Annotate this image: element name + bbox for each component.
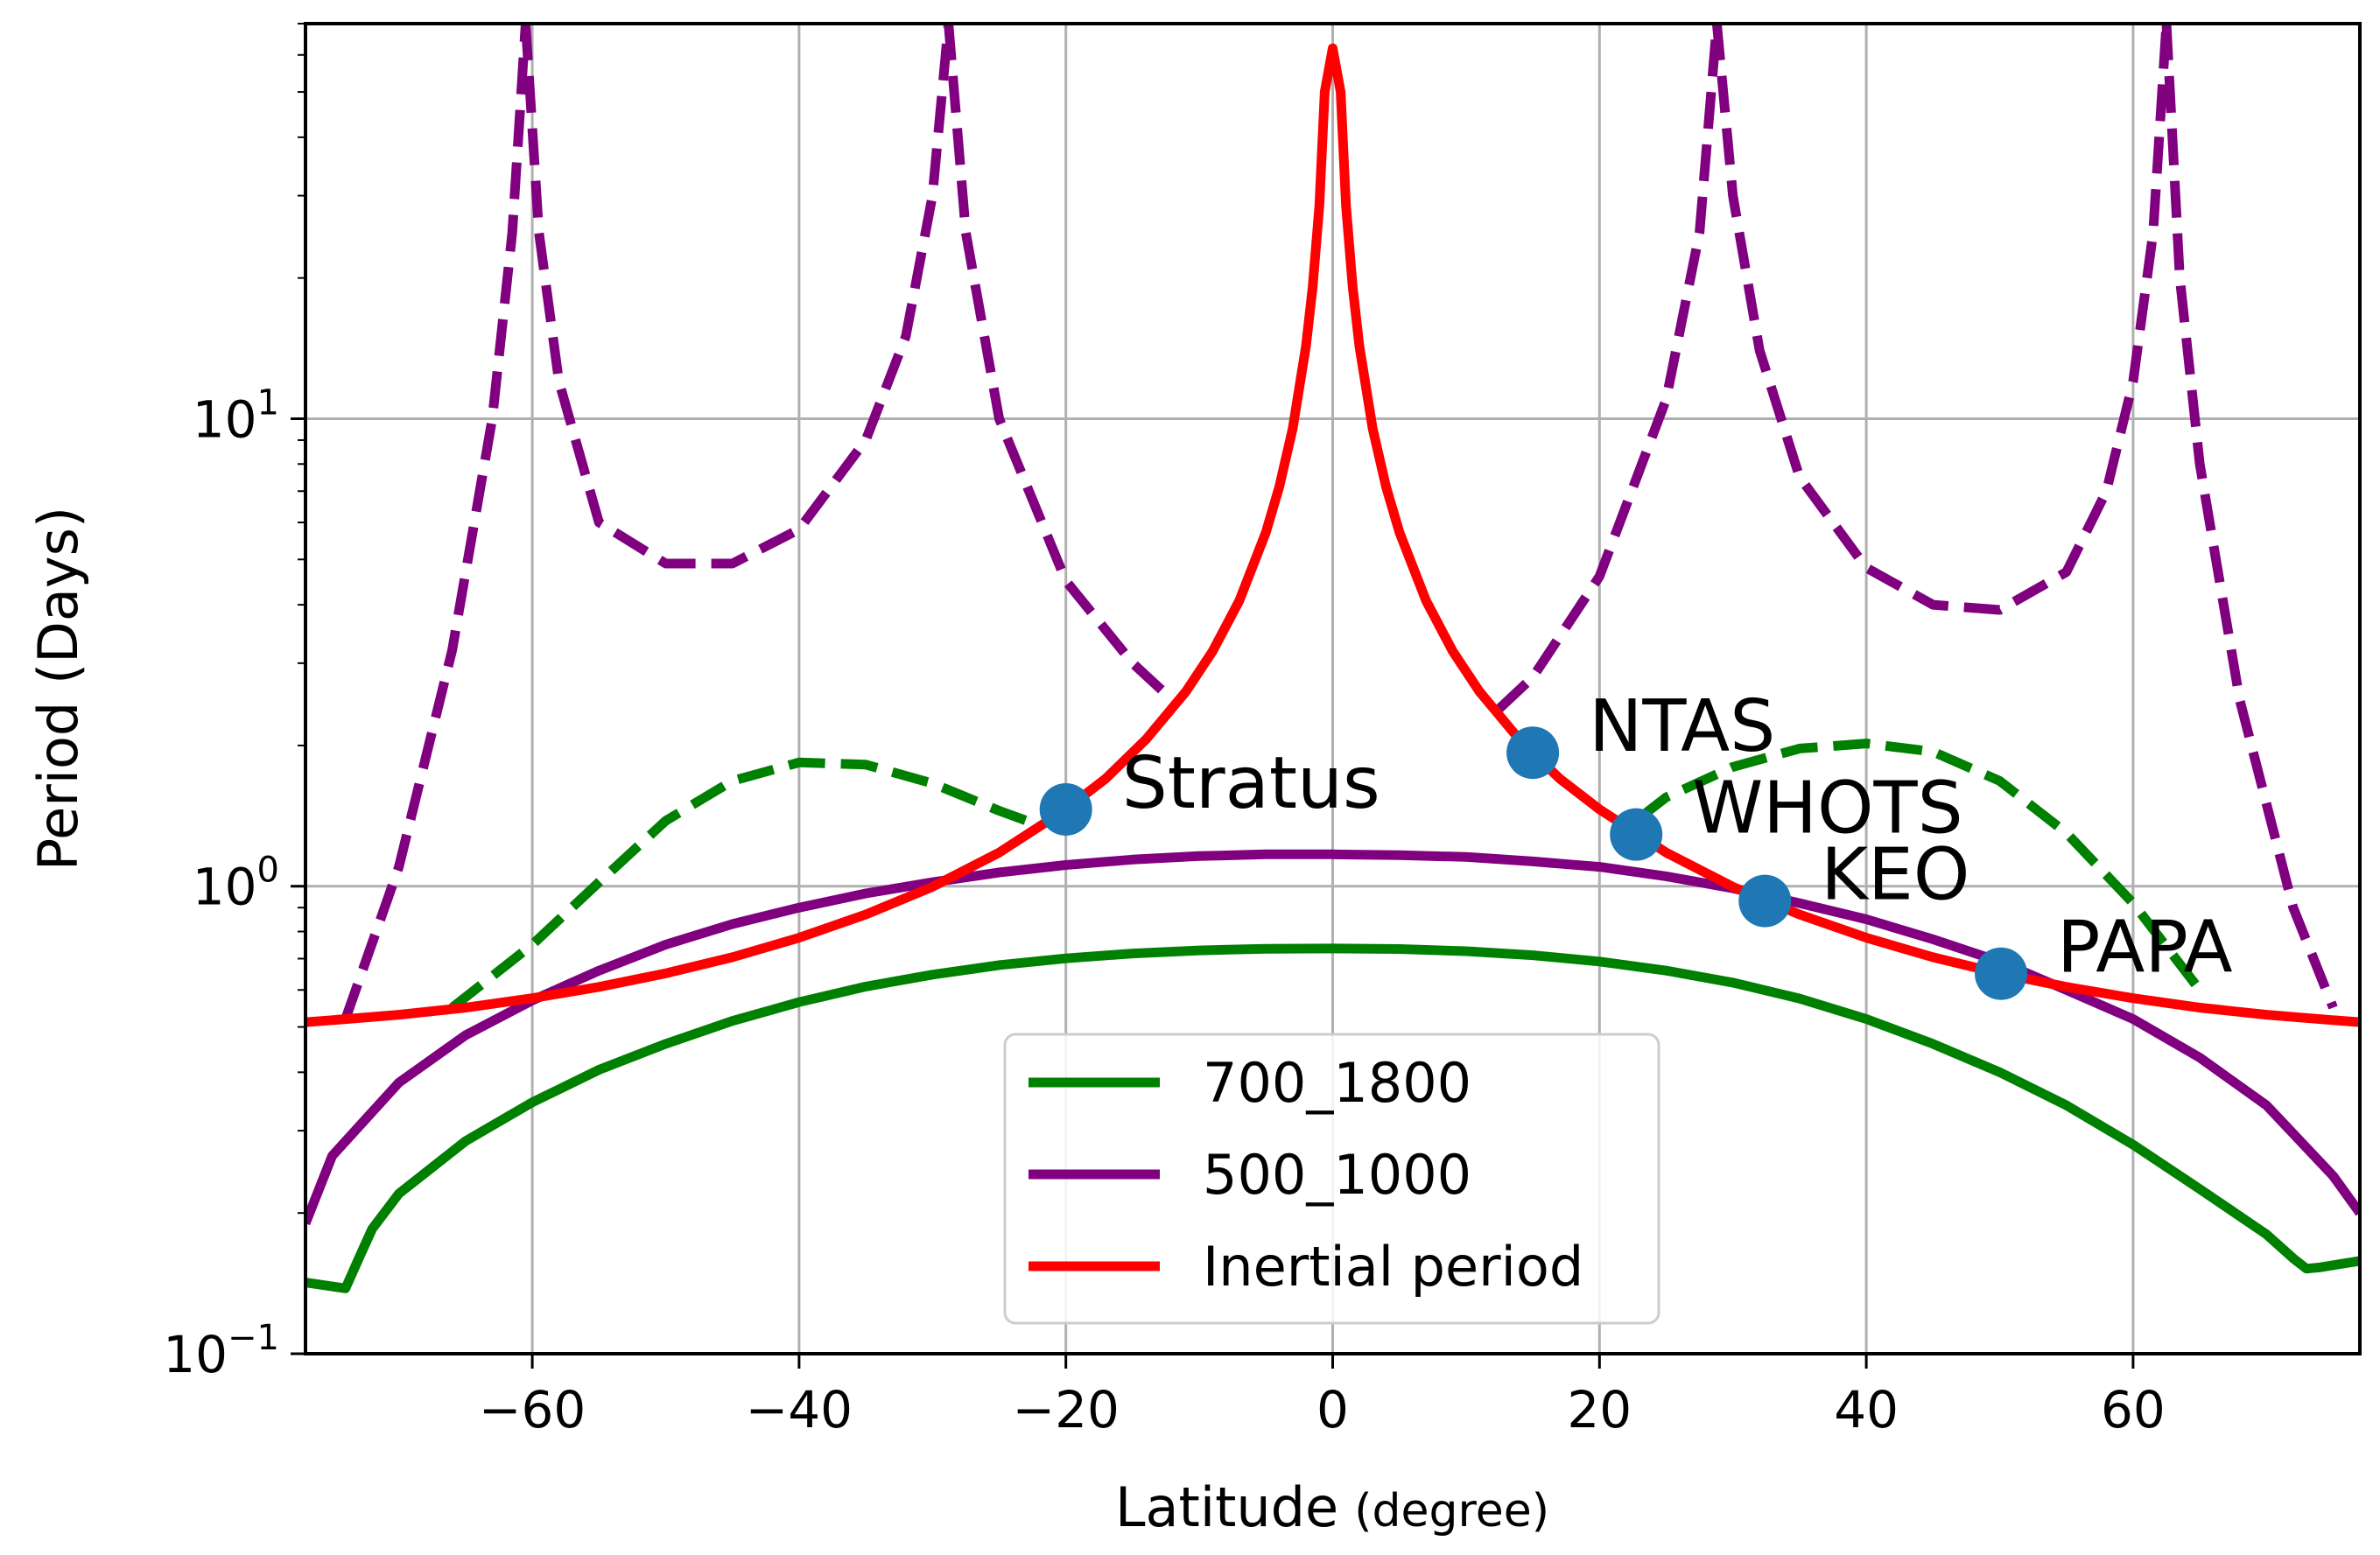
y-tick-label-base: 10 <box>163 1325 228 1384</box>
series-line-700-1800 <box>305 943 2360 1293</box>
series-line-700-1800-dashed <box>1636 739 2204 993</box>
y-tick-label: 100 <box>193 851 279 917</box>
series-line-inertial-period <box>305 43 2360 1027</box>
y-tick-label-exponent: −1 <box>228 1318 279 1358</box>
station-label-papa: PAPA <box>2057 907 2233 990</box>
legend-box <box>1003 1033 1660 1325</box>
y-tick-label-base: 10 <box>193 389 257 449</box>
x-tick-label: −60 <box>479 1380 586 1439</box>
station-label-whots: WHOTS <box>1692 767 1962 851</box>
series-line-700-1800-dashed <box>449 757 1042 1012</box>
y-axis-title: Period (Days) <box>26 507 90 871</box>
station-marker-ntas <box>1506 726 1560 780</box>
station-marker-stratus <box>1039 782 1092 836</box>
y-tick-label: 101 <box>193 382 279 449</box>
x-tick-label: 20 <box>1567 1380 1632 1439</box>
legend-label-700-1800: 700_1800 <box>1203 1051 1471 1115</box>
station-marker-whots <box>1610 808 1663 861</box>
series-group <box>305 24 2360 1293</box>
station-label-ntas: NTAS <box>1589 685 1775 768</box>
series-line-500-1000-dashed <box>341 24 530 1021</box>
station-marker-papa <box>1975 947 2028 1000</box>
x-tick-label: −40 <box>746 1380 853 1439</box>
series-line-500-1000-dashed <box>944 24 1176 704</box>
station-marker-keo <box>1738 874 1792 928</box>
y-tick-label-base: 10 <box>193 858 257 917</box>
y-tick-label: 10−1 <box>163 1318 279 1384</box>
series-line-500-1000-dashed <box>2161 24 2338 1010</box>
station-label-stratus: Stratus <box>1122 742 1380 825</box>
x-tick-label: −20 <box>1012 1380 1119 1439</box>
x-axis-title-unit: (degree) <box>1354 1485 1549 1537</box>
legend-label-inertial-period: Inertial period <box>1203 1235 1583 1299</box>
station-label-keo: KEO <box>1821 834 1969 917</box>
series-line-500-1000-dashed <box>521 24 954 569</box>
x-axis-title: Latitude (degree) <box>1115 1475 1549 1539</box>
legend: 700_1800 500_1000 Inertial period <box>1003 1033 1660 1325</box>
series-line-500-1000-dashed <box>1496 24 1722 712</box>
x-axis-title-label: Latitude <box>1115 1475 1338 1539</box>
series-line-500-1000-dashed <box>1711 24 2172 615</box>
x-tick-label: 60 <box>2101 1380 2166 1439</box>
legend-label-500-1000: 500_1000 <box>1203 1143 1471 1207</box>
x-tick-label: 0 <box>1316 1380 1349 1439</box>
x-tick-label: 40 <box>1834 1380 1899 1439</box>
y-tick-label-exponent: 0 <box>257 851 279 891</box>
y-tick-label-exponent: 1 <box>257 382 279 423</box>
